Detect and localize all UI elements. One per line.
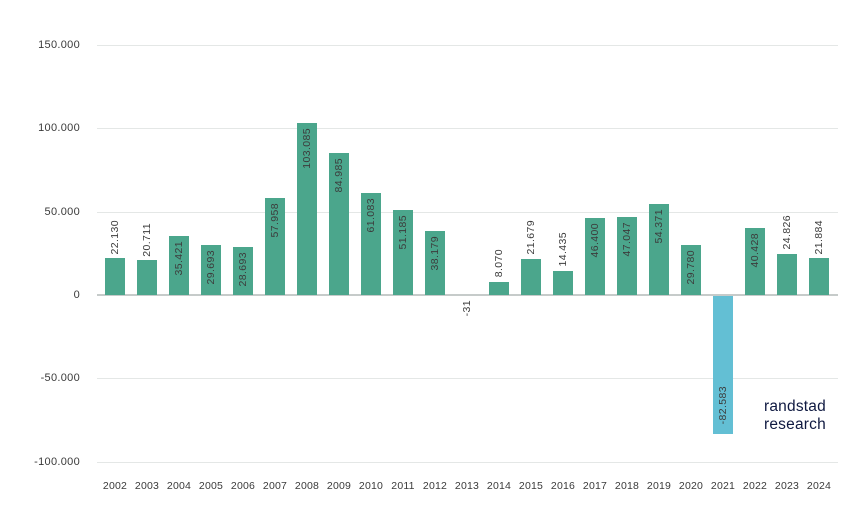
y-tick-label: 150.000 bbox=[38, 38, 80, 51]
x-tick-label-2020: 2020 bbox=[678, 480, 704, 492]
bar-2006 bbox=[233, 247, 253, 295]
x-tick-label-2014: 2014 bbox=[486, 480, 512, 492]
bar-value-label: 47.047 bbox=[620, 221, 633, 257]
bar-2003 bbox=[137, 260, 157, 295]
bar-value-label: 20.711 bbox=[140, 222, 153, 257]
x-tick-label-2013: 2013 bbox=[454, 480, 480, 492]
bar-2015 bbox=[521, 258, 541, 295]
bar-2016 bbox=[553, 270, 573, 295]
bar-2005 bbox=[201, 245, 221, 295]
bar-2019 bbox=[649, 204, 669, 295]
bar-2007 bbox=[265, 198, 285, 295]
bar-value-label: 54.371 bbox=[652, 209, 665, 244]
bar-value-label: 38.179 bbox=[428, 236, 441, 271]
bar-value-label: 29.780 bbox=[684, 250, 697, 285]
x-tick-label-2003: 2003 bbox=[134, 480, 160, 492]
bar-2008 bbox=[297, 123, 317, 295]
bar-value-label: 57.958 bbox=[268, 203, 281, 238]
x-tick-label-2024: 2024 bbox=[806, 480, 832, 492]
randstad-research-logo: randstad research bbox=[764, 398, 826, 434]
y-tick-label: 50.000 bbox=[44, 205, 80, 218]
x-tick-label-2018: 2018 bbox=[614, 480, 640, 492]
x-tick-label-2021: 2021 bbox=[710, 480, 736, 492]
bar-value-label: 29.693 bbox=[204, 250, 217, 285]
bar-value-label: 28.693 bbox=[236, 252, 249, 287]
x-tick-label-2016: 2016 bbox=[550, 480, 576, 492]
y-tick-label: 0 bbox=[73, 289, 80, 301]
bar-value-label: 21.679 bbox=[524, 220, 537, 255]
x-tick-label-2004: 2004 bbox=[166, 480, 192, 492]
bar-value-label: 24.826 bbox=[780, 215, 793, 250]
bar-value-label: 14.435 bbox=[556, 232, 569, 267]
bar-value-label: 103.085 bbox=[300, 128, 313, 169]
bar-value-label: 40.428 bbox=[748, 232, 761, 268]
bar-2010 bbox=[361, 193, 381, 295]
bar-2012 bbox=[425, 231, 445, 295]
bar-value-label: 46.400 bbox=[588, 222, 601, 258]
x-tick-label-2012: 2012 bbox=[422, 480, 448, 492]
bar-2011 bbox=[393, 209, 413, 295]
gridline bbox=[97, 211, 838, 213]
bar-value-label: 84.985 bbox=[332, 158, 345, 193]
x-tick-label-2008: 2008 bbox=[294, 480, 320, 492]
bar-value-label: 21.884 bbox=[812, 219, 825, 255]
y-tick-label: 100.000 bbox=[38, 122, 80, 135]
gridline bbox=[97, 461, 838, 463]
x-tick-label-2005: 2005 bbox=[198, 480, 224, 492]
gridline bbox=[97, 128, 838, 130]
bar-value-label: 51.185 bbox=[396, 214, 409, 250]
bar-value-label: 22.130 bbox=[108, 219, 121, 255]
x-tick-label-2022: 2022 bbox=[742, 480, 768, 492]
zero-axis-line bbox=[97, 294, 838, 296]
x-tick-label-2015: 2015 bbox=[518, 480, 544, 492]
logo-line-1: randstad bbox=[764, 398, 826, 415]
x-tick-label-2007: 2007 bbox=[262, 480, 288, 492]
bar-value-label: -31 bbox=[460, 300, 473, 317]
x-tick-label-2017: 2017 bbox=[582, 480, 608, 492]
bar-value-label: 35.421 bbox=[172, 240, 185, 276]
bar-2018 bbox=[617, 216, 637, 295]
bar-2014 bbox=[489, 281, 509, 295]
bar-value-label: -82.583 bbox=[716, 386, 729, 425]
bar-2009 bbox=[329, 153, 349, 295]
bar-value-label: 61.083 bbox=[364, 198, 377, 233]
x-tick-label-2006: 2006 bbox=[230, 480, 256, 492]
bar-2024 bbox=[809, 258, 829, 295]
x-tick-label-2019: 2019 bbox=[646, 480, 672, 492]
bar-2002 bbox=[105, 258, 125, 295]
x-tick-label-2009: 2009 bbox=[326, 480, 352, 492]
x-tick-label-2002: 2002 bbox=[102, 480, 128, 492]
x-tick-label-2010: 2010 bbox=[358, 480, 384, 492]
bar-2021 bbox=[713, 296, 733, 434]
x-tick-label-2011: 2011 bbox=[391, 480, 415, 492]
bar-2017 bbox=[585, 217, 605, 295]
y-tick-label: -50.000 bbox=[40, 372, 80, 385]
x-tick-label-2023: 2023 bbox=[774, 480, 800, 492]
bar-2004 bbox=[169, 235, 189, 295]
y-tick-label: -100.000 bbox=[34, 455, 80, 468]
gridline bbox=[97, 378, 838, 380]
gridline bbox=[97, 44, 838, 46]
bar-2022 bbox=[745, 227, 765, 295]
bar-2020 bbox=[681, 245, 701, 295]
logo-line-2: research bbox=[764, 416, 826, 433]
bar-value-label: 8.070 bbox=[492, 249, 505, 278]
bar-2023 bbox=[777, 253, 797, 295]
